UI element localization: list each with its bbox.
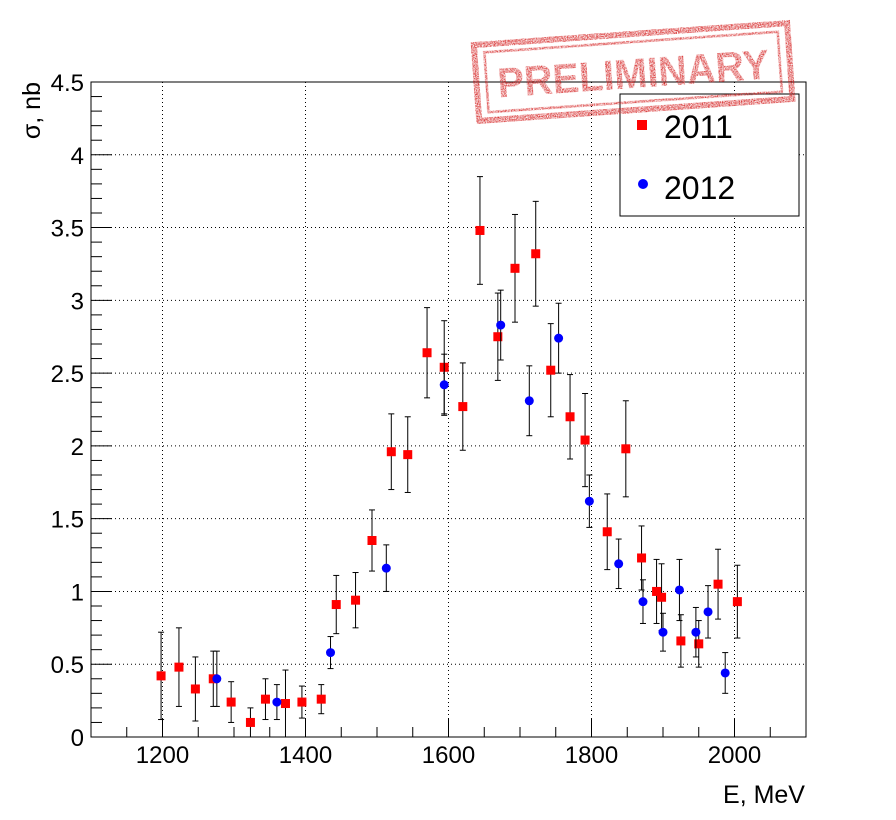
data-point-2012 — [524, 396, 534, 406]
x-tick-label: 1600 — [422, 742, 475, 769]
y-tick-label: 1 — [71, 579, 84, 606]
legend-marker-2012 — [638, 179, 648, 189]
data-point-2011 — [732, 597, 742, 607]
series-2012 — [212, 289, 730, 721]
data-point-2011 — [621, 444, 631, 454]
y-tick-label: 1.5 — [51, 507, 84, 534]
data-point-2011 — [493, 332, 503, 342]
x-tick-label: 2000 — [708, 742, 761, 769]
data-point-2012 — [326, 648, 336, 658]
data-point-2011 — [226, 697, 236, 707]
data-point-2011 — [260, 694, 270, 704]
data-point-2012 — [496, 320, 506, 330]
data-point-2012 — [638, 597, 648, 607]
data-point-2012 — [614, 559, 624, 569]
data-point-2011 — [316, 694, 326, 704]
axis-ticks — [91, 81, 807, 738]
data-point-2011 — [156, 671, 166, 681]
data-point-2012 — [272, 697, 282, 707]
y-tick-label: 2.5 — [51, 361, 84, 388]
y-tick-label: 0 — [71, 725, 84, 752]
data-points — [156, 176, 742, 737]
y-tick-label: 4 — [71, 143, 84, 170]
legend-label-2011: 2011 — [664, 109, 733, 145]
data-point-2012 — [584, 496, 594, 506]
data-point-2012 — [720, 668, 730, 678]
data-point-2011 — [652, 586, 662, 596]
x-tick-label: 1800 — [565, 742, 618, 769]
data-point-2011 — [331, 600, 341, 610]
x-tick-label: 1400 — [279, 742, 332, 769]
y-tick-label: 0.5 — [51, 652, 84, 679]
data-point-2011 — [546, 365, 556, 375]
y-tick-label: 3.5 — [51, 216, 84, 243]
data-point-2011 — [657, 592, 667, 602]
data-point-2012 — [658, 627, 668, 637]
data-point-2012 — [212, 674, 222, 684]
y-tick-labels: 0 0.5 1 1.5 2 2.5 3 3.5 4 4.5 — [51, 70, 84, 752]
y-tick-label: 4.5 — [51, 70, 84, 97]
data-point-2011 — [694, 639, 704, 649]
y-axis-label: σ, nb — [18, 82, 46, 139]
data-point-2012 — [439, 380, 449, 390]
data-point-2011 — [602, 527, 612, 537]
legend-box — [619, 93, 800, 217]
data-point-2011 — [713, 579, 723, 589]
data-point-2011 — [458, 402, 468, 412]
data-point-2012 — [703, 607, 713, 617]
data-point-2012 — [554, 333, 564, 343]
legend: 2011 2012 — [619, 93, 800, 217]
data-point-2012 — [674, 585, 684, 595]
data-point-2011 — [280, 699, 290, 709]
legend-label-2012: 2012 — [664, 170, 735, 206]
x-tick-labels: 1200 1400 1600 1800 2000 — [136, 742, 761, 769]
data-point-2012 — [381, 563, 391, 573]
data-point-2011 — [580, 435, 590, 445]
data-point-2011 — [174, 662, 184, 672]
series-2011 — [156, 176, 742, 737]
data-point-2011 — [676, 636, 686, 646]
x-tick-label: 1200 — [136, 742, 189, 769]
data-point-2011 — [531, 249, 541, 259]
data-point-2011 — [351, 595, 361, 605]
y-tick-label: 3 — [71, 288, 84, 315]
data-point-2011 — [367, 536, 377, 545]
x-axis-label: E, MeV — [723, 781, 805, 809]
data-point-2011 — [297, 697, 307, 707]
preliminary-stamp: PRELIMINARY — [470, 19, 796, 125]
data-point-2011 — [510, 263, 520, 273]
data-point-2012 — [691, 627, 701, 637]
data-point-2011 — [190, 684, 200, 694]
stamp-border-inner — [483, 30, 784, 114]
data-point-2011 — [386, 447, 396, 457]
stamp-border-outer — [470, 19, 796, 125]
data-point-2011 — [637, 553, 647, 563]
data-point-2011 — [403, 450, 413, 460]
data-point-2011 — [475, 225, 485, 235]
data-point-2011 — [422, 348, 432, 358]
data-point-2011 — [565, 412, 575, 422]
legend-marker-2011 — [637, 120, 647, 130]
y-tick-label: 2 — [71, 434, 84, 461]
data-point-2011 — [245, 717, 255, 727]
